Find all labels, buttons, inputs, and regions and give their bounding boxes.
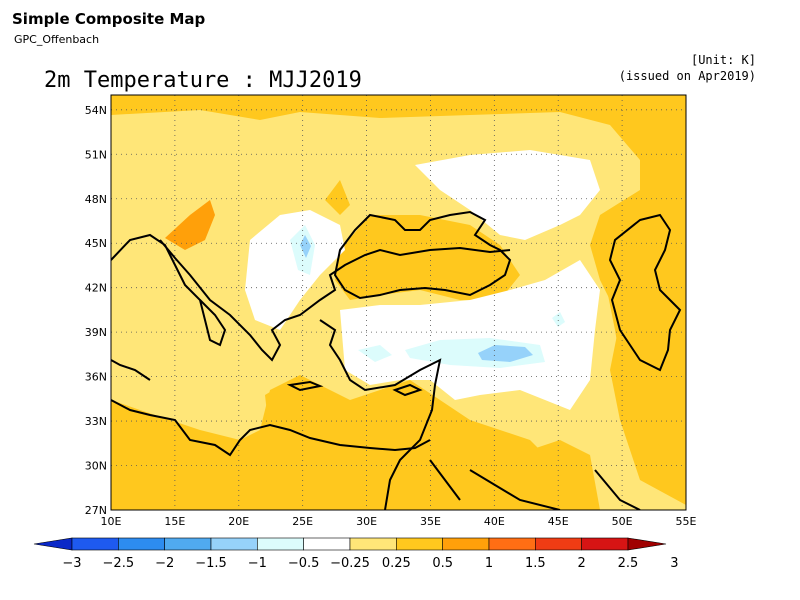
colorbar-label: −0.25 [330,556,370,571]
anomaly-yellow-patch-black-sea [335,215,520,300]
lat-tick-label: 33N [85,415,107,428]
colorbar-label: 2.5 [618,556,639,571]
lat-tick-label: 27N [85,504,107,517]
header-subtitle: GPC_Offenbach [14,33,100,46]
coastlines [111,210,682,510]
unit-label: [Unit: K] [690,53,756,67]
anomaly-cyan-zone-east [552,312,565,327]
lat-tick-label: 51N [85,148,107,161]
lon-tick-label: 55E [676,515,697,528]
lon-tick-label: 15E [164,515,185,528]
colorbar-swatch [210,537,258,551]
colorbar-swatch [33,537,73,551]
colorbar-swatch [581,537,629,551]
lat-tick-label: 36N [85,371,107,384]
lon-tick-label: 45E [548,515,569,528]
colorbar-label: −0.5 [288,556,320,571]
colorbar-swatch [257,537,304,551]
anomaly-cyan-zone-west [358,345,392,362]
anomaly-yellow-patch-aegean [265,380,360,450]
colorbar-swatch [488,537,536,551]
colorbar-label: −3 [62,556,81,571]
map-frame [110,94,687,511]
lat-tick-label: 39N [85,326,107,339]
colorbar-label: −2 [155,556,174,571]
map-grid [111,95,686,510]
issued-label: (issued on Apr2019) [618,69,756,83]
anomaly-yellow-band-east [605,190,686,460]
colorbar-label: 2 [578,556,586,571]
colorbar-label: 0.5 [432,556,453,571]
colorbar-swatch [349,537,397,551]
colorbar-swatch [118,537,165,551]
lat-tick-labels: 54N 51N 48N 45N 42N 39N 36N 33N 30N 27N [85,104,107,517]
coastline-cyprus [392,383,423,397]
colorbar: −3 −2.5 −2 −1.5 −1 −0.5 −0.25 0.25 0.5 1 1.5 2 2.5 3 [33,537,678,571]
anomaly-blue-zone-anatolia [478,345,533,362]
lon-tick-label: 50E [612,515,633,528]
anomaly-white-zone-balkans [245,210,345,330]
lon-tick-label: 35E [420,515,441,528]
anomaly-orange-patch-adriatic [165,200,215,250]
colorbar-swatch [303,537,351,551]
lat-tick-label: 45N [85,237,107,250]
anomaly-yellow-patch-upper [325,180,350,215]
colorbar-label: −1.5 [195,556,227,571]
lon-tick-label: 30E [356,515,377,528]
lon-tick-label: 20E [228,515,249,528]
lon-tick-label: 10E [101,515,122,528]
lat-tick-label: 54N [85,104,107,117]
coastline-north-africa [111,399,431,457]
colorbar-label: −2.5 [103,556,135,571]
colorbar-swatch [535,537,582,551]
colorbar-swatch [627,537,667,551]
lat-tick-label: 48N [85,193,107,206]
lon-tick-label: 40E [484,515,505,528]
colorbar-swatch [164,537,212,551]
header-title: Simple Composite Map [12,10,206,28]
colorbar-label: −1 [248,556,267,571]
colorbar-label: 1 [485,556,493,571]
lat-tick-label: 42N [85,282,107,295]
anomaly-white-zone-northeast [415,150,600,240]
anomaly-field [111,95,686,510]
colorbar-swatch [71,537,119,551]
colorbar-swatch [442,537,490,551]
colorbar-label: 1.5 [525,556,546,571]
coastline-caspian [608,213,682,372]
colorbar-label: 0.25 [382,556,411,571]
lat-tick-label: 30N [85,460,107,473]
anomaly-yellow-patch-south [500,440,600,510]
lon-tick-labels: 10E 15E 20E 25E 30E 35E 40E 45E 50E 55E [101,515,697,528]
colorbar-label: 3 [670,556,678,571]
coastline-italy-balkans-turkey [111,233,511,510]
coastline-black-sea [333,210,512,300]
coastline-crete [286,380,324,392]
coastline-red-sea-gulf [429,459,641,510]
anomaly-white-zone-anatolia [340,260,600,410]
lon-tick-label: 25E [292,515,313,528]
colorbar-swatch [396,537,443,551]
map-title: 2m Temperature : MJJ2019 [44,68,362,93]
